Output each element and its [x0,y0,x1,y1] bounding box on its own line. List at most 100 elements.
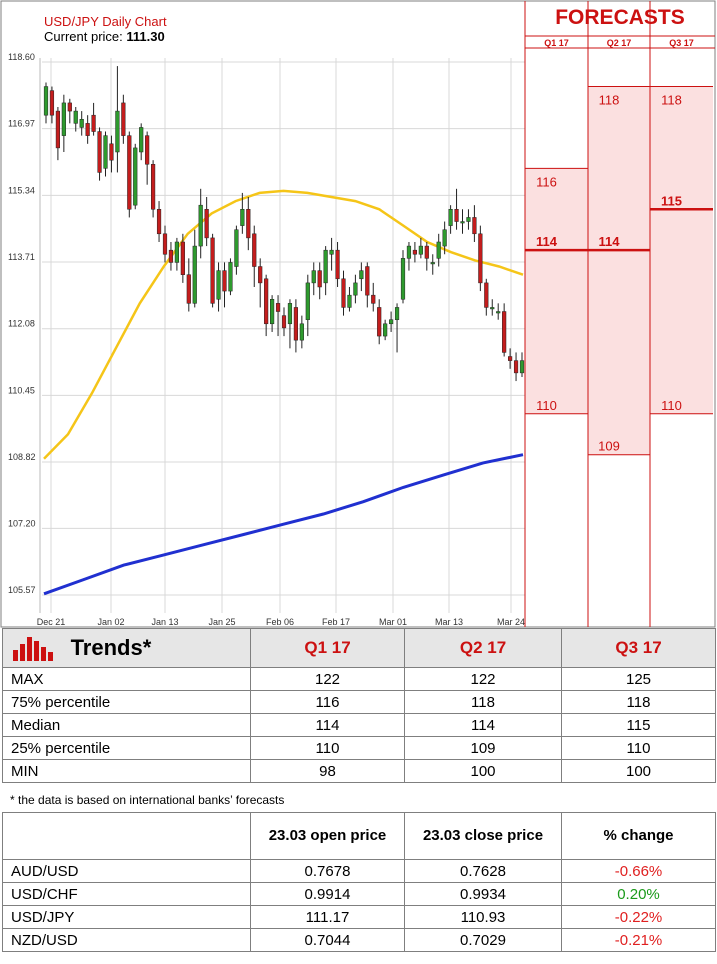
candle-body [222,270,227,292]
candle-body [204,209,209,239]
candle-body [412,249,417,255]
y-tick-label: 116.97 [8,119,35,129]
candle-body [270,299,275,325]
trends-col-q2: Q2 17 [404,628,562,668]
candle-body [472,217,477,235]
y-tick-label: 108.82 [8,452,36,462]
candle-body [454,209,459,222]
candle-body [287,303,293,325]
y-tick-label: 112.08 [8,319,35,329]
x-tick-label: Jan 02 [97,617,124,627]
candle-body [168,249,174,263]
y-tick-label: 115.34 [8,185,35,195]
fx-header-change: % change [561,812,716,860]
current-price-label: Current price: [44,29,123,44]
candle-body [258,266,263,284]
forecast-column-label: Q1 17 [544,38,569,48]
candle-body [210,237,215,304]
forecast-median-label: 115 [661,193,682,208]
forecast-range [588,86,650,455]
candle-body [359,270,364,280]
ma-long-line [43,453,524,596]
chart-title: USD/JPY Daily Chart [44,14,167,29]
candle-body [311,270,316,284]
cell: 122 [404,667,562,691]
y-tick-label: 105.57 [8,585,36,595]
forecast-range [650,86,713,414]
candle-body [400,258,406,300]
candle-body [305,282,310,320]
forecast-low-label: 110 [661,398,682,413]
fx-row-audusd: AUD/USD 0.7678 0.7628 -0.66% [2,859,716,883]
candle-body [145,135,150,165]
candle-body [436,241,441,259]
candle-body [430,262,435,265]
cell: 114 [404,713,562,737]
pair-label: USD/CHF [2,882,251,906]
y-tick-label: 113.71 [8,252,35,262]
y-tick-label: 110.45 [8,385,35,395]
bar-chart-icon [13,637,53,661]
trends-row-median: Median 114 114 115 [2,713,716,737]
open-price: 0.7044 [250,928,405,952]
forecast-column-label: Q3 17 [669,38,694,48]
percent-change: -0.66% [561,859,716,883]
candle-body [329,249,334,255]
cell: 125 [561,667,716,691]
percent-change: 0.20% [561,882,716,906]
trends-col-q3: Q3 17 [561,628,716,668]
close-price: 110.93 [404,905,562,929]
candle-body [79,119,84,128]
ma-short-line [43,189,524,460]
candle-body [281,315,287,329]
candle-body [198,204,203,247]
candle-body [43,86,49,116]
fx-header-pair [2,812,251,860]
cell: 110 [561,736,716,760]
candle-body [246,209,251,239]
candle-body [460,221,465,224]
cell: 115 [561,713,716,737]
fx-header-open: 23.03 open price [250,812,405,860]
chart-frame [0,0,716,628]
row-label: 75% percentile [2,690,251,714]
candle-body [174,241,179,263]
candle-body [139,127,144,153]
candle-body [103,135,108,169]
candle-body [394,307,400,320]
percent-change: -0.22% [561,905,716,929]
candle-body [133,147,138,206]
cell: 114 [250,713,405,737]
usdjpy-chart: 118.60 116.97 115.34 113.71 112.08 110.45 108.… [0,0,716,628]
candle-body [365,266,370,296]
fx-table: 23.03 open price 23.03 close price % cha… [2,812,716,952]
x-tick-label: Mar 24 [497,617,525,627]
candle-body [353,282,358,296]
x-tick-label: Feb 17 [322,617,350,627]
candle-body [299,323,304,341]
fx-header-close: 23.03 close price [404,812,562,860]
open-price: 0.9914 [250,882,405,906]
row-label: 25% percentile [2,736,251,760]
candle-body [442,229,447,247]
candle-body [513,360,519,374]
cell: 118 [561,690,716,714]
candle-body [97,131,102,173]
x-tick-label: Jan 13 [151,617,178,627]
candle-body [502,311,507,353]
close-price: 0.7029 [404,928,562,952]
candle-body [121,102,126,136]
open-price: 0.7678 [250,859,405,883]
candle-body [85,123,90,136]
candle-body [156,209,162,235]
candle-body [91,114,96,132]
trends-row-min: MIN 98 100 100 [2,759,716,783]
fx-header-row: 23.03 open price 23.03 close price % cha… [2,812,716,860]
candle-body [275,303,281,312]
candle-body [67,102,72,112]
candle-body [49,90,55,116]
candle-body [240,209,245,226]
row-label: MIN [2,759,251,783]
candle-body [264,278,269,325]
forecast-high-label: 118 [661,93,682,108]
